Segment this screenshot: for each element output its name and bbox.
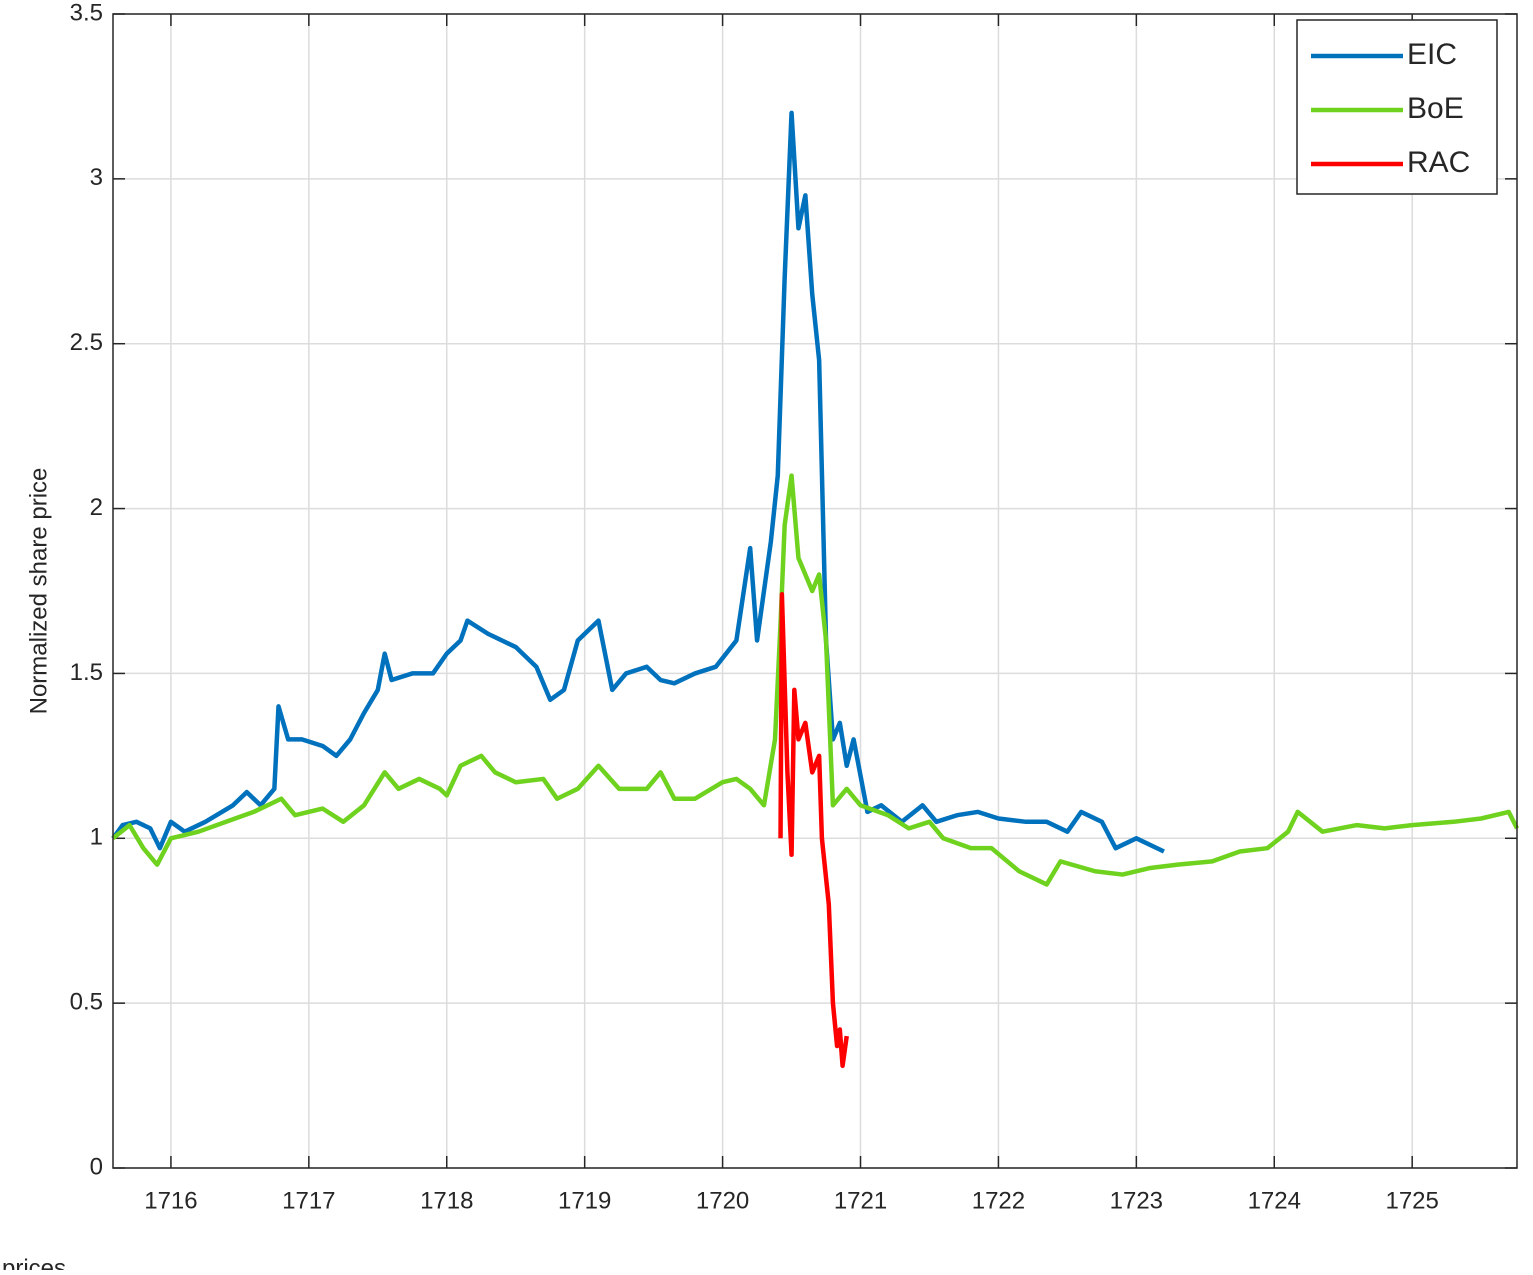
x-tick-label: 1720 [696, 1187, 749, 1214]
legend-label: BoE [1407, 92, 1464, 125]
x-tick-label: 1723 [1110, 1187, 1163, 1214]
plot-frame [112, 13, 1518, 1169]
x-tick-label: 1719 [558, 1187, 611, 1214]
y-tick-label: 2.5 [70, 329, 103, 356]
y-tick-label: 2 [90, 494, 103, 521]
series-line [111, 110, 1165, 854]
y-axis-label: Normalized share price [25, 468, 52, 715]
x-tick-label: 1724 [1248, 1187, 1301, 1214]
y-tick-label: 3.5 [70, 0, 103, 26]
legend-label: EIC [1407, 38, 1457, 71]
y-tick-label: 1.5 [70, 659, 103, 686]
x-tick-label: 1725 [1385, 1187, 1438, 1214]
x-tick-label: 1717 [282, 1187, 335, 1214]
series-line [111, 473, 1520, 887]
y-tick-label: 1 [90, 824, 103, 851]
series-line [778, 592, 849, 1069]
x-tick-label: 1716 [144, 1187, 197, 1214]
x-tick-label: 1721 [834, 1187, 887, 1214]
x-tick-label: 1718 [420, 1187, 473, 1214]
y-tick-label: 0.5 [70, 988, 103, 1015]
y-tick-label: 3 [90, 164, 103, 191]
x-tick-label: 1722 [972, 1187, 1025, 1214]
y-tick-label: 0 [90, 1153, 103, 1180]
caption: prices [2, 1255, 66, 1270]
legend-label: RAC [1407, 146, 1470, 179]
